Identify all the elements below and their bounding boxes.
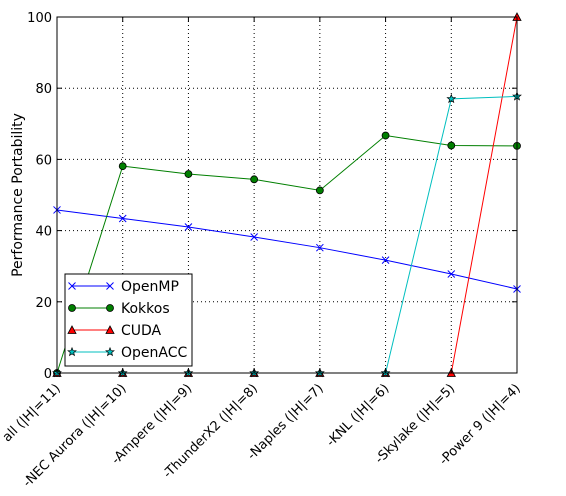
data-point-openmp (447, 270, 456, 278)
y-axis-label: Performance Portability (10, 113, 26, 277)
legend-item-openacc: OpenACC (67, 345, 187, 361)
x-tick-label: all (|H|=11) (0, 381, 64, 445)
y-tick-label: 80 (35, 82, 52, 97)
legend-marker (67, 325, 77, 334)
legend-marker (106, 304, 114, 312)
legend: OpenMP Kokkos CUDA OpenACC (64, 273, 193, 367)
legend-marker (68, 282, 76, 290)
data-point-kokkos (184, 170, 193, 178)
legend-label: CUDA (121, 323, 162, 339)
legend-marker (68, 304, 76, 312)
legend-marker (67, 346, 77, 357)
legend-item-kokkos: Kokkos (68, 301, 170, 317)
series-line-openmp (56, 209, 518, 290)
y-tick-label: 60 (35, 153, 52, 168)
legend-marker (106, 282, 114, 290)
legend-box (64, 273, 193, 367)
plot-frame (56, 16, 518, 374)
legend-marker (105, 325, 115, 334)
y-tick-label: 40 (35, 225, 52, 240)
y-tick-label: 0 (44, 367, 52, 382)
data-point-kokkos (118, 162, 127, 171)
legend-label: Kokkos (121, 301, 170, 317)
y-tick-label: 100 (27, 11, 52, 26)
data-point-openmp (118, 214, 127, 223)
legend-item-cuda: CUDA (67, 323, 162, 339)
y-tick-label: 20 (35, 296, 52, 311)
data-point-kokkos (447, 141, 456, 150)
legend-label: OpenMP (121, 279, 179, 295)
data-point-kokkos (250, 175, 259, 184)
series-openmp (53, 206, 521, 293)
data-point-openmp (184, 223, 193, 231)
data-point-openmp (381, 256, 390, 265)
legend-item-openmp: OpenMP (68, 279, 179, 295)
x-tick-label: -KNL (|H|=6) (324, 381, 393, 450)
data-point-openacc (446, 93, 457, 104)
data-point-kokkos (381, 131, 390, 140)
legend-marker (105, 346, 115, 357)
legend-label: OpenACC (121, 345, 187, 361)
data-point-openmp (316, 243, 324, 252)
data-point-openmp (250, 233, 258, 241)
data-point-kokkos (315, 186, 324, 195)
